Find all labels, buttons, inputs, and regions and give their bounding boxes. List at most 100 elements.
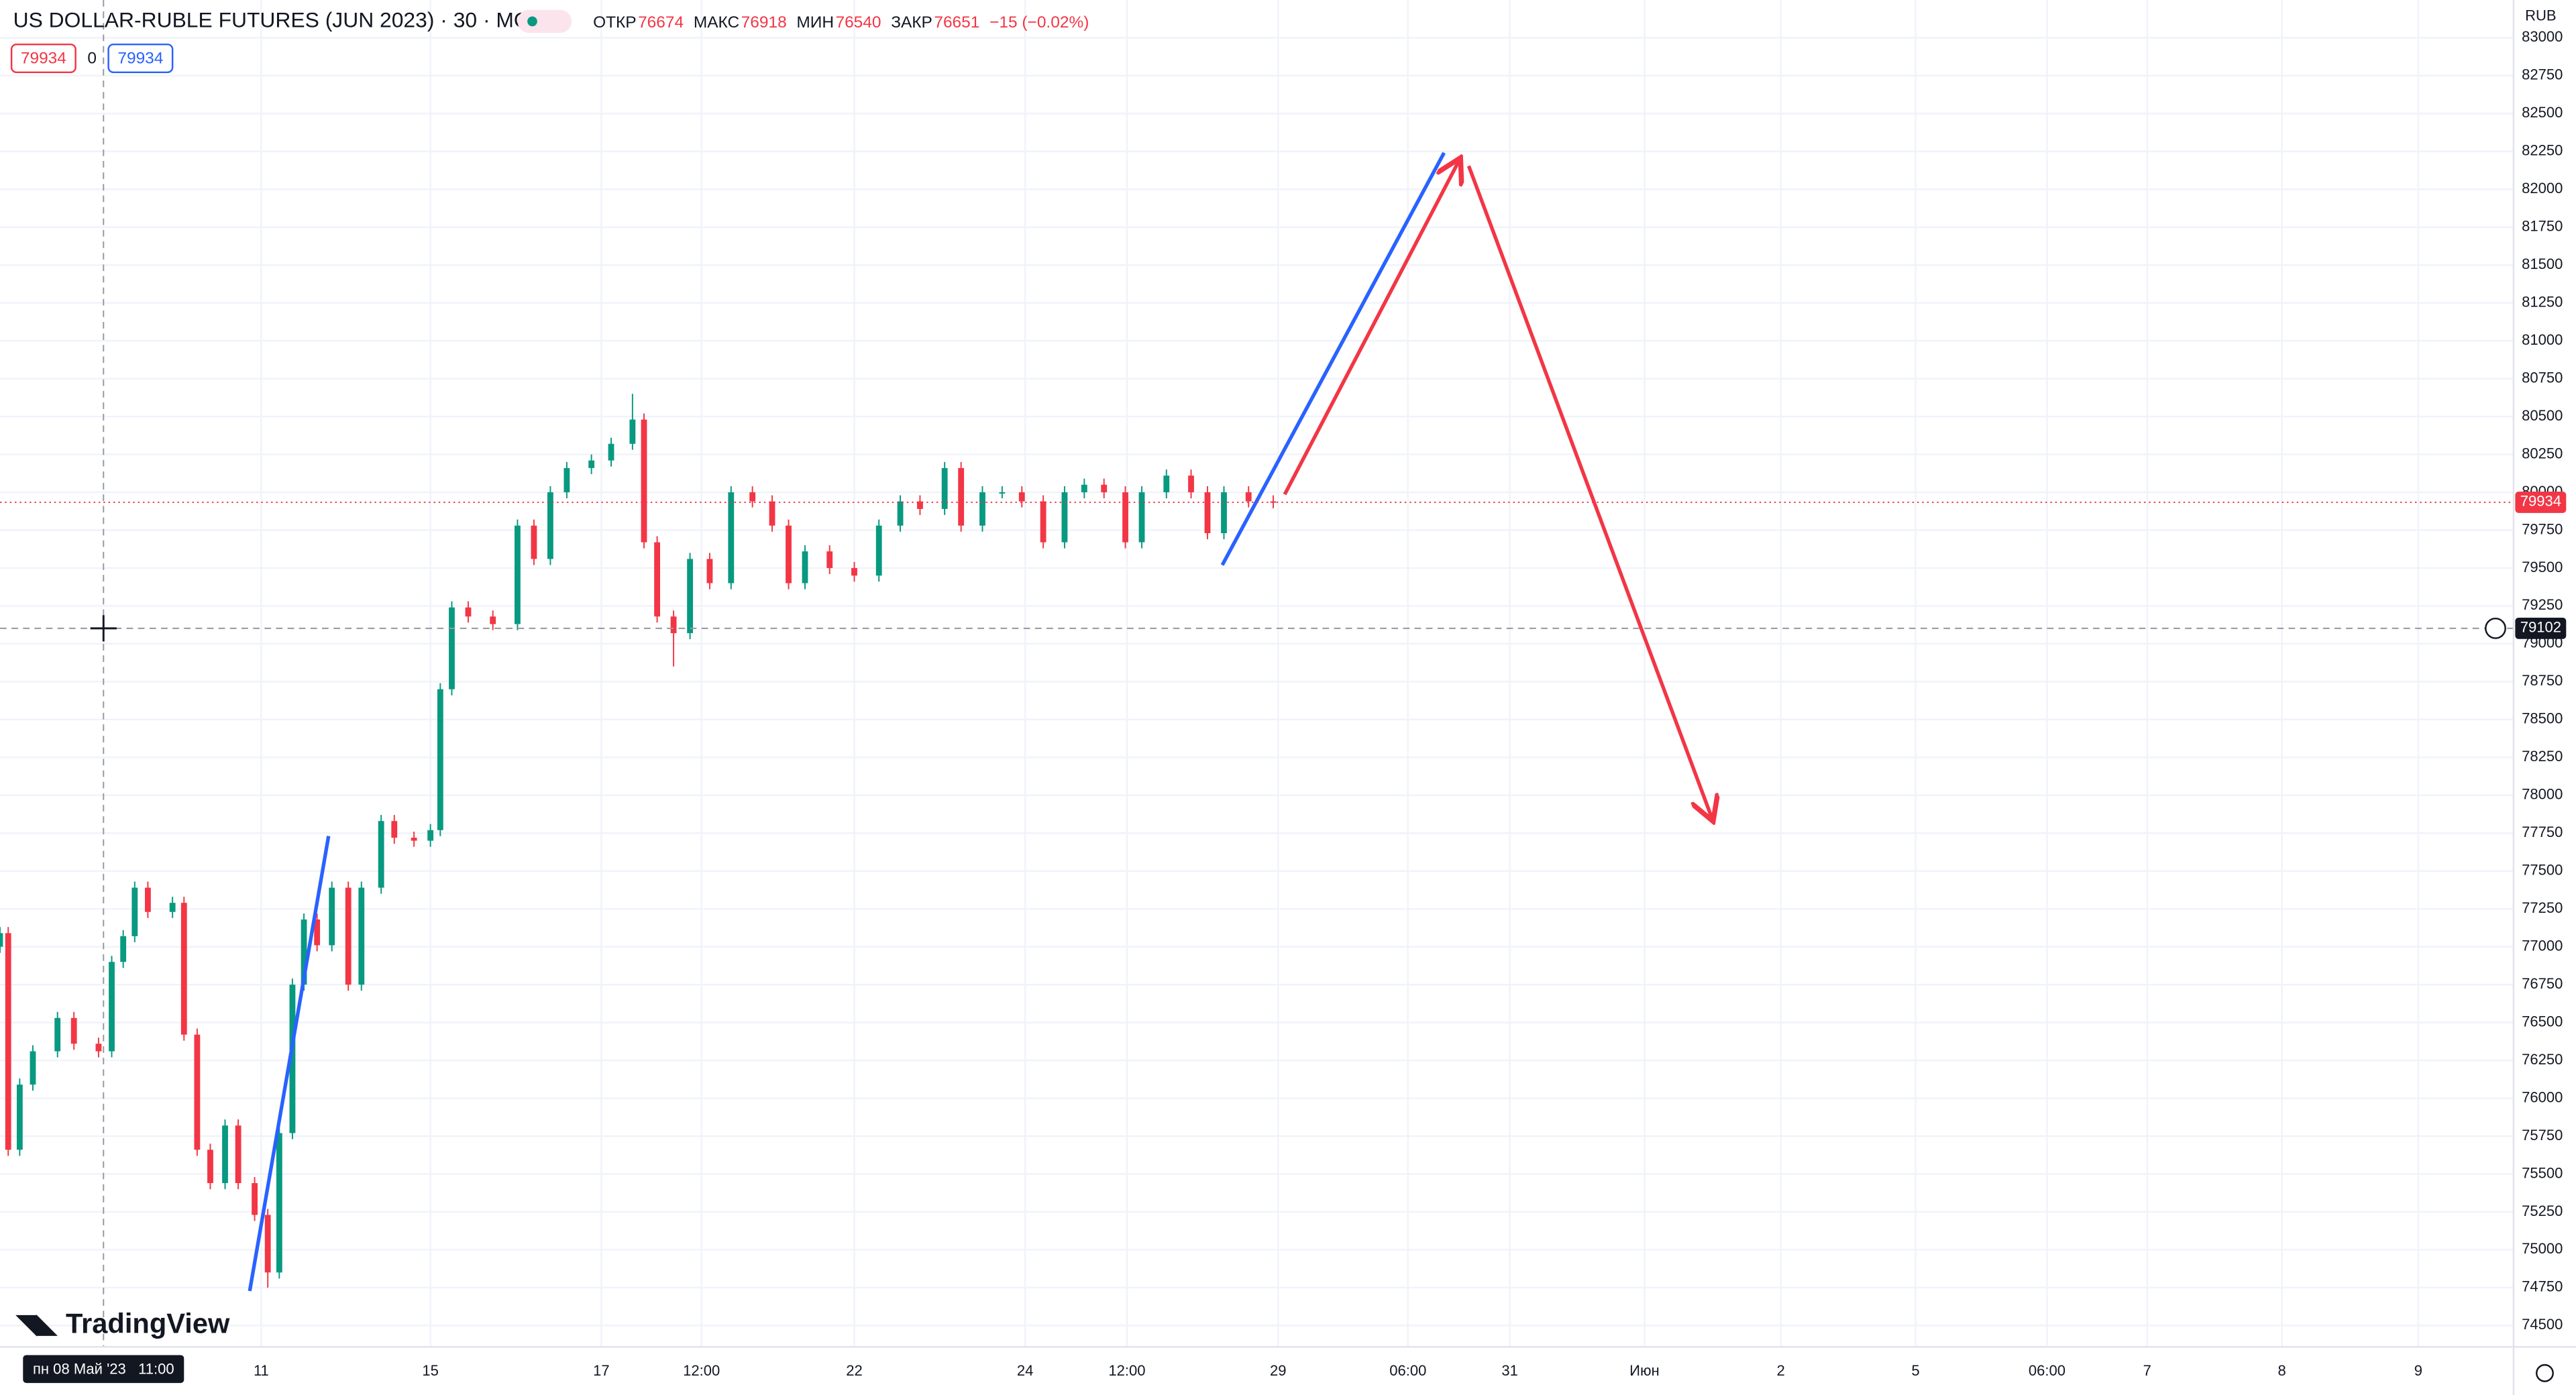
candle-body	[264, 1215, 271, 1273]
y-tick-label: 78250	[2522, 748, 2563, 765]
overlay	[0, 0, 2514, 1347]
y-tick-label: 75750	[2522, 1127, 2563, 1143]
candle-body	[180, 903, 187, 1035]
currency[interactable]: RUB	[2525, 7, 2557, 23]
y-tick-label: 81500	[2522, 256, 2563, 272]
y-tick-label: 82750	[2522, 66, 2563, 83]
x-tick-label: 06:00	[2029, 1362, 2065, 1379]
brand-mark: ◥◣	[15, 1310, 58, 1339]
y-tick-label: 76000	[2522, 1089, 2563, 1105]
candle-body	[131, 887, 138, 936]
candle-body	[802, 551, 808, 583]
candle-body	[1061, 492, 1068, 543]
status-pill[interactable]	[517, 9, 572, 34]
candle-body	[769, 501, 775, 526]
candle-body	[1163, 476, 1170, 493]
y-tick-label: 78500	[2522, 710, 2563, 727]
y-tick-label: 81000	[2522, 331, 2563, 348]
candle-body	[314, 919, 321, 946]
x-tick-label: 2	[1777, 1362, 1785, 1379]
y-tick-label: 77750	[2522, 824, 2563, 840]
y-tick-label: 75500	[2522, 1164, 2563, 1181]
candle-body	[329, 887, 335, 946]
legend-change: −15 (−0.02%)	[989, 13, 1089, 32]
y-tick-label: 79500	[2522, 559, 2563, 575]
legend-key: ОТКР	[593, 13, 637, 32]
y-tick-label: 75000	[2522, 1240, 2563, 1257]
candle-body	[826, 551, 833, 568]
candle-body	[958, 467, 965, 526]
candle-body	[1221, 492, 1227, 534]
candle-body	[358, 887, 365, 985]
trend-line[interactable]	[1220, 152, 1446, 566]
arrow[interactable]	[1466, 165, 1711, 818]
x-tick-label: 8	[2277, 1362, 2286, 1379]
crosshair-cursor	[90, 615, 117, 642]
candle-body	[941, 467, 948, 509]
candle-body	[1138, 492, 1145, 543]
candle-body	[1245, 492, 1252, 502]
candle-body	[1122, 492, 1128, 543]
settings-icon[interactable]	[2536, 1363, 2554, 1382]
candle-body	[564, 467, 570, 493]
candle-body	[608, 443, 614, 461]
add-alert-button[interactable]	[2485, 617, 2506, 639]
x-tick-label: 12:00	[1108, 1362, 1145, 1379]
brand-logo: TradingView	[66, 1307, 230, 1339]
candle-body	[588, 460, 595, 468]
trend-line[interactable]	[248, 836, 331, 1292]
legend-key: МАКС	[694, 13, 739, 32]
candle-body	[120, 936, 127, 962]
candle-body	[917, 501, 923, 509]
candle-body	[222, 1125, 228, 1184]
status-dot	[527, 16, 537, 27]
last-price-tag	[2515, 492, 2567, 513]
crosshair-price-label: 79102	[2520, 619, 2561, 636]
sell-badge[interactable]	[10, 43, 76, 74]
candle-body	[5, 933, 11, 1150]
candle-body	[391, 821, 398, 838]
candle-body	[235, 1125, 241, 1184]
y-tick-label: 81750	[2522, 218, 2563, 235]
x-tick-label: 11	[254, 1362, 269, 1379]
x-tick-label: 9	[2414, 1362, 2422, 1379]
legend-key: МИН	[796, 13, 834, 32]
candle-body	[1101, 484, 1108, 493]
x-tick-label: 12:00	[683, 1362, 720, 1379]
last-price-label: 79934	[2520, 493, 2561, 510]
candle-body	[515, 525, 521, 624]
y-tick-label: 81250	[2522, 293, 2563, 310]
y-tick-label: 78750	[2522, 672, 2563, 689]
y-tick-label: 80250	[2522, 445, 2563, 461]
candle-body	[70, 1017, 77, 1044]
candle-body	[670, 616, 677, 634]
candle-body	[687, 559, 693, 634]
buy-badge[interactable]	[107, 43, 174, 74]
crosshair-date: пн 08 Май '23	[33, 1360, 126, 1377]
arrow[interactable]	[1283, 161, 1459, 496]
y-tick-label: 74750	[2522, 1278, 2563, 1295]
x-tick-label: 7	[2143, 1362, 2151, 1379]
candle-body	[345, 887, 352, 985]
candle-body	[979, 492, 985, 526]
y-tick-label: 82250	[2522, 142, 2563, 159]
y-tick-label: 82000	[2522, 180, 2563, 197]
y-tick-label: 82500	[2522, 104, 2563, 121]
y-tick-label: 77000	[2522, 937, 2563, 954]
y-tick-label: 74500	[2522, 1316, 2563, 1333]
legend-value: 76651	[934, 13, 979, 32]
candle-body	[109, 962, 115, 1052]
candle-body	[95, 1044, 102, 1052]
candle-body	[728, 492, 735, 583]
candle-body	[875, 525, 882, 576]
candle-body	[654, 542, 661, 617]
y-tick-label: 76750	[2522, 975, 2563, 992]
x-tick-label: 29	[1270, 1362, 1287, 1379]
x-tick-label: 5	[1911, 1362, 1919, 1379]
candle-body	[411, 838, 417, 841]
y-tick-label: 77250	[2522, 899, 2563, 916]
axes: 74500 74750 75000 75250 75500 75750 76000 76250…	[23, 28, 2567, 1384]
